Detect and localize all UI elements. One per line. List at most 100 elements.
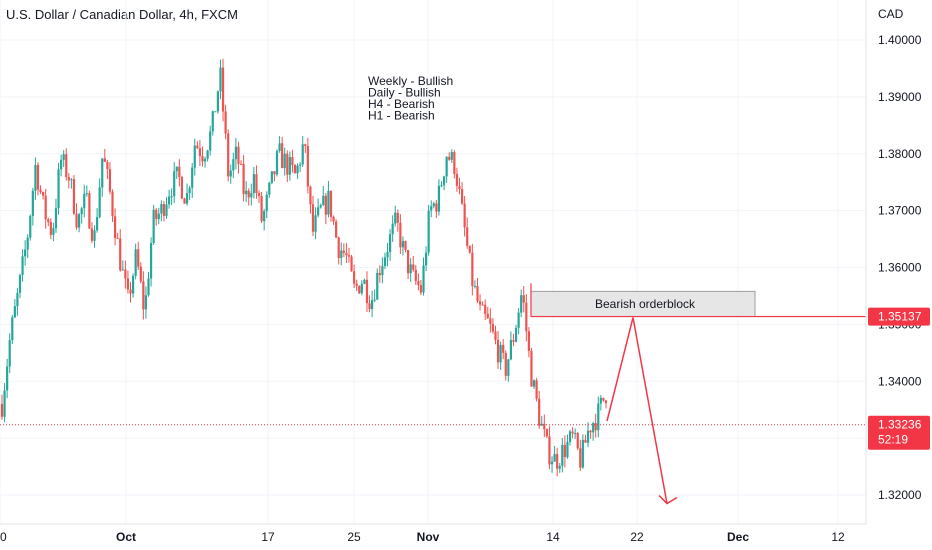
candle-body xyxy=(335,221,338,238)
candle-body xyxy=(448,156,451,160)
candle-body xyxy=(16,292,19,307)
candle-body xyxy=(599,397,602,404)
candle-body xyxy=(57,169,60,209)
candle-body xyxy=(442,176,446,186)
candle-body xyxy=(265,194,268,212)
candle-body xyxy=(52,228,55,235)
candle-body xyxy=(278,143,281,151)
candle-body xyxy=(185,193,189,204)
candle-body xyxy=(34,164,37,191)
candle-body xyxy=(170,196,173,198)
y-tick-label: 1.36000 xyxy=(878,261,922,275)
candle-body xyxy=(101,158,104,188)
candle-body xyxy=(3,390,6,417)
candle-body xyxy=(137,249,140,267)
candle-body xyxy=(219,67,222,92)
candle-body xyxy=(594,423,597,431)
candle-body xyxy=(291,157,294,166)
candle-body xyxy=(396,212,399,223)
candle-body xyxy=(78,214,81,228)
candle-body xyxy=(563,444,566,458)
candle-body xyxy=(188,187,191,194)
candle-body xyxy=(512,340,515,342)
candle-body xyxy=(103,158,106,162)
candle-body xyxy=(476,285,479,302)
candle-body xyxy=(247,190,250,198)
candle-body xyxy=(535,380,538,399)
candle-body xyxy=(90,228,94,241)
candle-body xyxy=(473,285,477,287)
candle-body xyxy=(245,190,248,195)
candle-body xyxy=(83,193,86,209)
candle-body xyxy=(273,171,276,175)
candle-body xyxy=(530,350,533,387)
candle-body xyxy=(401,241,405,248)
candle-body xyxy=(604,400,608,404)
candle-body xyxy=(198,148,202,157)
candle-body xyxy=(178,166,181,178)
candle-body xyxy=(227,133,230,177)
candle-body xyxy=(129,289,132,294)
candle-body xyxy=(21,256,24,275)
candle-body xyxy=(566,441,569,458)
candle-body xyxy=(337,237,340,258)
candle-body xyxy=(358,285,361,294)
candle-body xyxy=(548,436,551,465)
x-tick-label: 14 xyxy=(546,530,560,544)
candle-body xyxy=(42,192,45,196)
candle-body xyxy=(306,145,309,187)
currency-label: CAD xyxy=(878,7,904,21)
candle-body xyxy=(93,230,96,241)
candle-body xyxy=(173,171,176,197)
candle-body xyxy=(229,170,232,177)
candle-body xyxy=(430,206,433,211)
candle-body xyxy=(538,398,541,426)
candle-body xyxy=(317,207,320,216)
candle-body xyxy=(517,312,520,328)
chart-title: U.S. Dollar / Canadian Dollar, 4h, FXCM xyxy=(6,7,238,22)
candle-body xyxy=(466,227,469,246)
candle-body xyxy=(301,144,304,165)
candle-body xyxy=(232,159,235,171)
candle-body xyxy=(597,403,600,431)
candle-body xyxy=(502,344,505,353)
annotation-line: H1 - Bearish xyxy=(368,109,435,123)
candle-body xyxy=(404,241,407,251)
projection-path xyxy=(606,317,668,504)
projection-arrowhead xyxy=(658,495,678,505)
candle-body xyxy=(175,166,178,172)
candle-body xyxy=(481,304,484,306)
candle-body xyxy=(234,146,237,160)
candle-body xyxy=(332,216,335,222)
candle-body xyxy=(322,195,325,206)
candle-body xyxy=(242,164,245,195)
x-tick-label: 22 xyxy=(630,530,644,544)
candle-body xyxy=(193,145,196,168)
candle-body xyxy=(424,252,428,266)
candle-body xyxy=(383,257,387,267)
candle-body xyxy=(29,215,32,238)
candle-body xyxy=(134,249,137,276)
price-tag-orderblock-bg xyxy=(868,307,930,326)
candle-body xyxy=(180,177,184,199)
candle-body xyxy=(514,327,518,342)
candle-body xyxy=(329,190,333,217)
candle-body xyxy=(527,331,530,351)
candle-body xyxy=(355,283,358,286)
candle-body xyxy=(327,190,330,215)
candle-body xyxy=(373,299,376,301)
candle-body xyxy=(49,221,52,235)
x-tick-label: 12 xyxy=(831,530,845,544)
candle-body xyxy=(347,255,351,257)
candle-body xyxy=(309,186,312,205)
y-tick-label: 1.37000 xyxy=(878,204,922,218)
grid xyxy=(0,0,866,524)
candle-body xyxy=(18,274,22,293)
candle-body xyxy=(257,193,261,196)
candle-body xyxy=(545,429,548,437)
price-tag-current-bg xyxy=(868,415,930,450)
candle-body xyxy=(293,165,297,174)
candle-body xyxy=(463,203,466,228)
